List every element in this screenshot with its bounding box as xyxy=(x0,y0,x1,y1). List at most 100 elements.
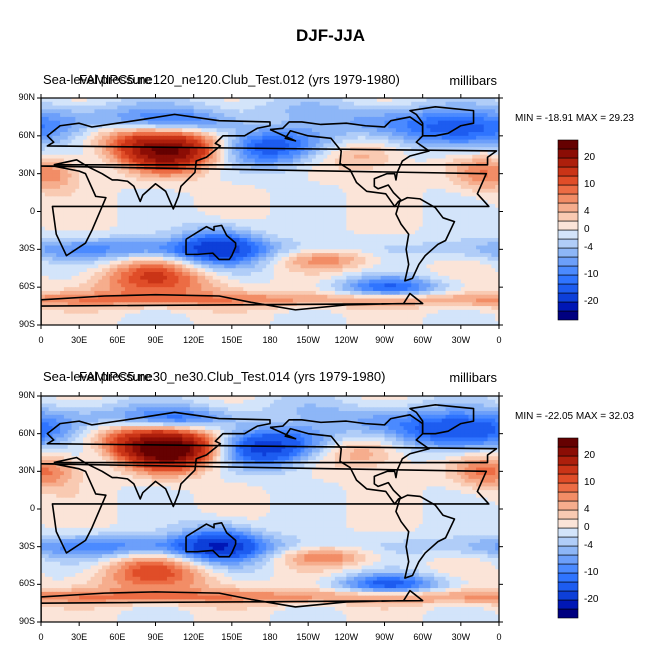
coastline xyxy=(41,165,490,257)
x-tick-label: 120E xyxy=(183,335,205,345)
x-tick-label: 60W xyxy=(413,632,432,642)
x-tick-label: 30E xyxy=(71,335,88,345)
map-panel-1 xyxy=(41,98,499,325)
units-label: millibars xyxy=(449,73,497,88)
x-tick-label: 60E xyxy=(109,632,126,642)
coastline xyxy=(46,411,498,508)
y-tick-label: 90S xyxy=(18,616,35,626)
x-tick-label: 0 xyxy=(38,335,44,345)
min-max-label: MIN = -22.05 MAX = 32.03 xyxy=(515,411,634,422)
x-tick-label: 60W xyxy=(413,335,432,345)
panel-center-title: FAMIPC5.ne30_ne30.Club_Test.014 (yrs 197… xyxy=(79,369,386,384)
colorbar-swatch xyxy=(557,590,579,601)
colorbar-swatch xyxy=(557,608,579,619)
x-tick-label: 60E xyxy=(109,335,126,345)
coastline xyxy=(409,106,475,137)
colorbar-swatch xyxy=(557,527,579,538)
colorbar-swatch xyxy=(557,202,579,213)
x-tick-label: 150E xyxy=(221,632,243,642)
coastline xyxy=(269,414,430,505)
colorbar-swatch xyxy=(557,473,579,484)
x-tick-label: 0 xyxy=(38,632,44,642)
y-tick-label: 90S xyxy=(18,319,35,329)
y-tick-label: 60S xyxy=(18,578,35,589)
y-tick-label: 90N xyxy=(18,390,35,400)
x-tick-label: 150W xyxy=(296,335,320,345)
colorbar-swatch xyxy=(557,247,579,258)
colorbar-swatch xyxy=(557,193,579,204)
colorbar-swatch xyxy=(557,310,579,321)
colorbar-label: -20 xyxy=(584,296,599,307)
x-tick-label: 90E xyxy=(147,335,164,345)
colorbar-swatch xyxy=(557,274,579,285)
x-tick-label: 30W xyxy=(451,632,471,642)
y-tick-label: 30S xyxy=(18,243,35,254)
coastline xyxy=(46,113,498,210)
y-tick-label: 60N xyxy=(18,129,35,140)
colorbar-swatch xyxy=(557,148,579,159)
colorbar-label: -4 xyxy=(584,540,593,551)
coastline xyxy=(41,292,424,325)
x-tick-label: 120E xyxy=(183,632,205,642)
colorbar-swatch xyxy=(557,211,579,222)
colorbar-label: -20 xyxy=(584,594,599,605)
colorbar-swatch xyxy=(557,166,579,177)
coastline xyxy=(395,196,456,282)
colorbar-swatch xyxy=(557,545,579,556)
colorbar-swatch xyxy=(557,563,579,574)
units-label: millibars xyxy=(449,370,497,385)
colorbar-swatch xyxy=(557,455,579,466)
colorbar-swatch xyxy=(557,572,579,583)
coastline xyxy=(269,116,430,208)
x-tick-label: 90W xyxy=(375,335,394,345)
colorbar-swatch xyxy=(557,599,579,610)
coastline xyxy=(409,403,475,435)
colorbar-label: 10 xyxy=(584,477,596,488)
x-tick-label: 150E xyxy=(221,335,243,345)
colorbar-swatch xyxy=(557,238,579,249)
colorbar-label: 20 xyxy=(584,152,596,163)
colorbar-swatch xyxy=(557,229,579,240)
colorbar-label: 0 xyxy=(584,522,590,533)
colorbar-swatch xyxy=(557,509,579,520)
y-tick-label: 60S xyxy=(18,281,35,292)
x-tick-label: 0 xyxy=(496,335,502,345)
x-tick-label: 90E xyxy=(147,632,164,642)
panel-left-title: Sea-level pressure xyxy=(43,72,152,87)
colorbar-swatch xyxy=(557,283,579,294)
colorbar-swatch xyxy=(557,301,579,312)
x-tick-label: 0 xyxy=(496,632,502,642)
colorbar-label: 10 xyxy=(584,179,596,190)
y-tick-label: 90N xyxy=(18,92,35,102)
x-tick-label: 30W xyxy=(451,335,471,345)
colorbar-label: -4 xyxy=(584,242,593,253)
map-panel-2 xyxy=(41,396,499,622)
colorbar-swatch xyxy=(557,256,579,267)
y-tick-label: 0 xyxy=(29,205,35,216)
y-tick-label: 30N xyxy=(18,465,35,476)
x-tick-label: 150W xyxy=(296,632,320,642)
colorbar-swatch xyxy=(557,220,579,231)
x-tick-label: 90W xyxy=(375,632,394,642)
colorbar-swatch xyxy=(557,157,579,168)
colorbar-label: 4 xyxy=(584,206,590,217)
colorbar-label: -10 xyxy=(584,269,599,280)
coastline xyxy=(185,522,237,558)
colorbar-swatch xyxy=(557,581,579,592)
panel-left-title: Sea-level pressure xyxy=(43,369,152,384)
coastline xyxy=(395,494,456,579)
colorbar-swatch xyxy=(557,518,579,529)
x-tick-label: 180 xyxy=(262,335,278,345)
y-tick-label: 0 xyxy=(29,503,35,513)
coastline xyxy=(41,589,424,622)
colorbar-swatch xyxy=(557,491,579,502)
colorbar-label: 20 xyxy=(584,450,596,461)
x-tick-label: 120W xyxy=(334,632,359,642)
min-max-label: MIN = -18.91 MAX = 29.23 xyxy=(515,113,634,124)
colorbar-swatch xyxy=(557,482,579,493)
coastline xyxy=(185,224,237,261)
colorbar-swatch xyxy=(557,464,579,475)
colorbar-swatch xyxy=(557,184,579,195)
figure-title: DJF-JJA xyxy=(296,26,365,45)
x-tick-label: 120W xyxy=(334,335,359,345)
